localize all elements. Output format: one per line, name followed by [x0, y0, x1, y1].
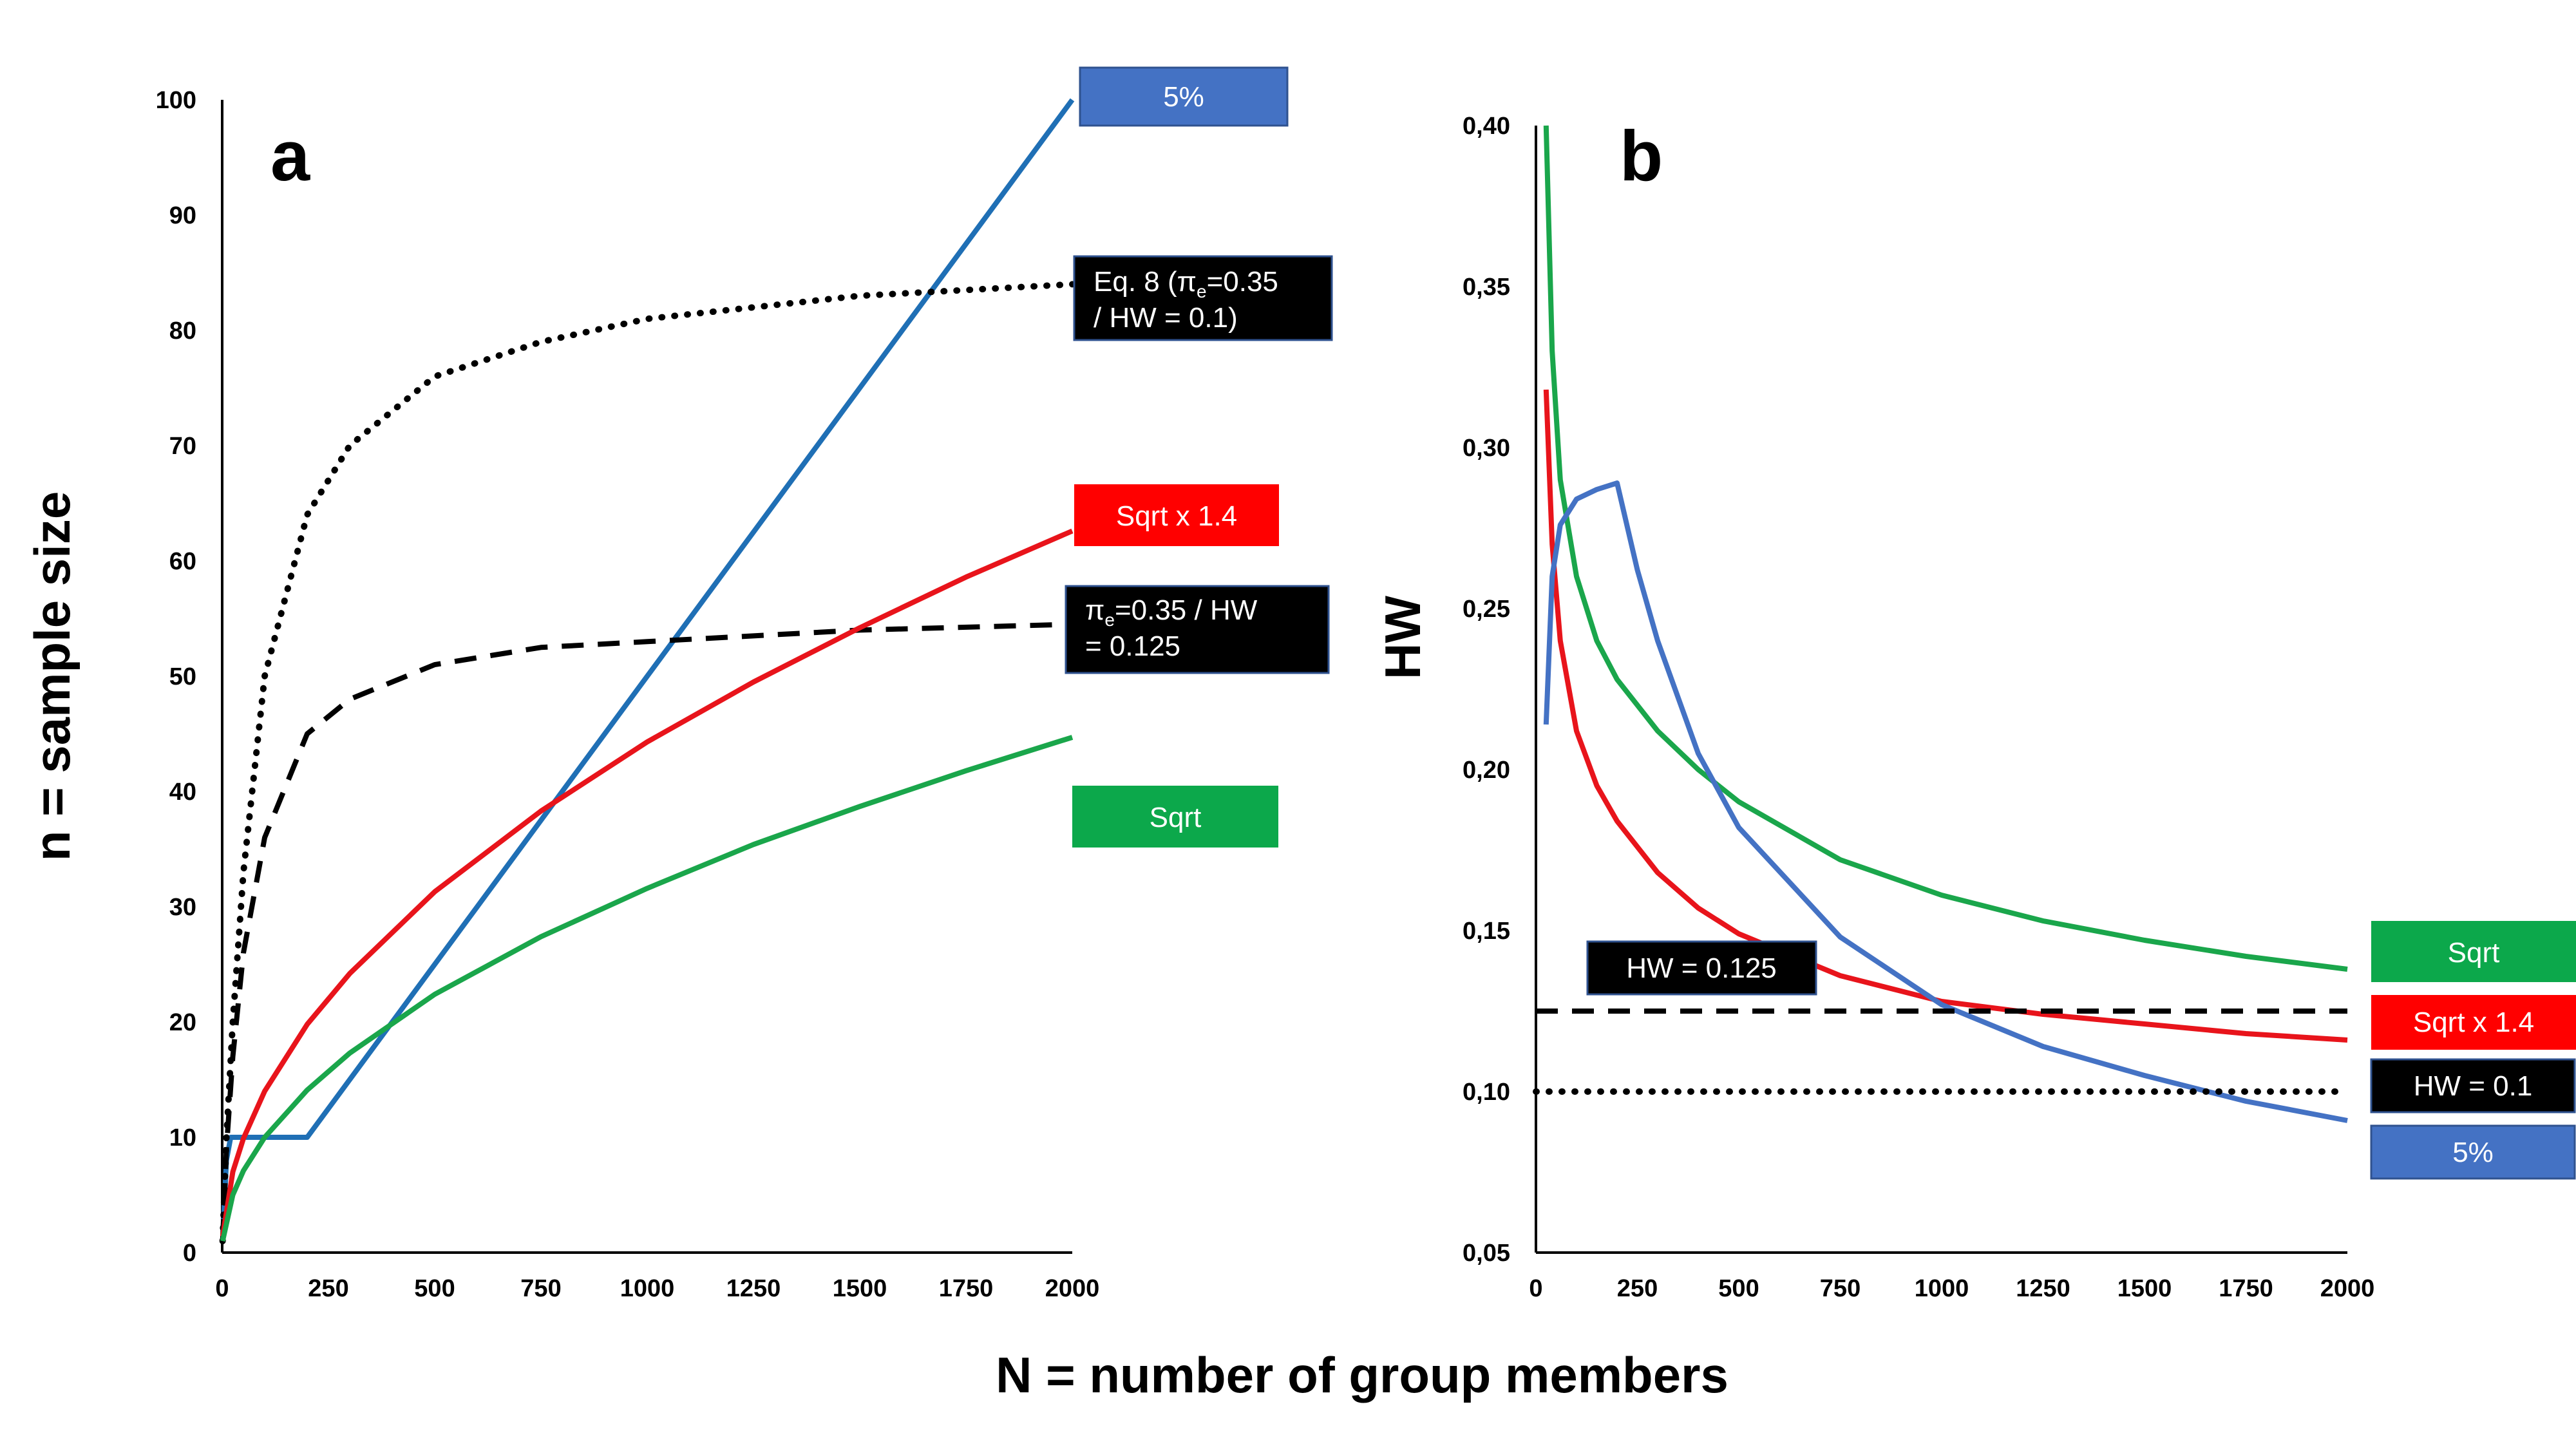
panel-a-x-tick-label: 0	[215, 1275, 229, 1302]
panel-a-y-tick-label: 100	[156, 87, 196, 114]
legend-box-sqrt14-a: Sqrt x 1.4	[1074, 484, 1279, 546]
legend-box-hw01: HW = 0.1	[2370, 1058, 2576, 1113]
panel-a-x-tick-label: 1750	[939, 1275, 994, 1302]
panel-a-series	[219, 98, 1075, 1245]
panel-b-y-tick-label: 0,10	[1463, 1079, 1510, 1106]
panel-a-x-tick-label: 750	[520, 1275, 561, 1302]
panel-a-series-5	[220, 98, 1075, 1242]
panel-b-x-ticks: 0 250 500 750 1000 1250 1500 1750 2000	[1529, 1275, 2374, 1302]
panel-b: 0,05 0,10 0,15 0,20 0,25 0,30 0,35 0,40 0 250 500…	[1374, 113, 2576, 1302]
panel-b-y-tick-label: 0,15	[1463, 918, 1510, 945]
panel-b-x-tick-label: 750	[1820, 1275, 1861, 1302]
panel-a-x-ticks: 0 250 500 750 1000 1250 1500 1750 2000	[215, 1275, 1099, 1302]
panel-b-series-sqrt	[1543, 125, 2348, 972]
panel-b-x-tick-label: 0	[1529, 1275, 1542, 1302]
panel-a: 0 10 20 30 40 50 60 70 80 90 100 0 250 500 750 1000 125…	[24, 66, 1333, 1302]
legend-label-pe-line2: = 0.125	[1085, 630, 1180, 662]
legend-label-sqrt-b: Sqrt	[2448, 937, 2500, 969]
legend-box-5pct-b: 5%	[2370, 1124, 2576, 1180]
panel-a-series-sqrt-x-1-4	[220, 528, 1074, 1237]
x-axis-title: N = number of group members	[996, 1347, 1728, 1403]
legend-label-5pct-b: 5%	[2452, 1137, 2494, 1168]
panel-b-series-5	[1543, 480, 2348, 1123]
panel-b-y-tick-label: 0,05	[1463, 1240, 1510, 1267]
legend-box-5pct-a: 5%	[1079, 66, 1289, 127]
legend-box-hw125: HW = 0.125	[1586, 940, 1817, 996]
panel-b-y-tick-label: 0,25	[1463, 596, 1510, 623]
legend-label-pe-line1: πe=0.35 / HW	[1085, 594, 1258, 630]
legend-label-sqrt14-b: Sqrt x 1.4	[2413, 1007, 2534, 1038]
panel-b-y-tick-label: 0,30	[1463, 435, 1510, 462]
legend-label-hw125: HW = 0.125	[1626, 952, 1777, 984]
panel-b-letter: b	[1620, 117, 1663, 196]
panel-a-y-tick-label: 50	[169, 663, 196, 690]
panel-b-x-tick-label: 2000	[2320, 1275, 2375, 1302]
panel-a-y-tick-label: 10	[169, 1124, 196, 1151]
panel-b-y-axis-title: HW	[1374, 596, 1431, 679]
panel-a-y-tick-label: 90	[169, 202, 196, 229]
panel-a-x-tick-label: 1250	[726, 1275, 781, 1302]
legend-label-sqrt14-a: Sqrt x 1.4	[1116, 500, 1237, 532]
panel-a-x-tick-label: 500	[414, 1275, 455, 1302]
panel-a-y-tick-label: 0	[183, 1240, 196, 1267]
panel-a-x-tick-label: 2000	[1045, 1275, 1100, 1302]
panel-a-series-eq-8-e-0-35-hw-0-1	[219, 281, 1075, 1245]
panel-b-x-tick-label: 1250	[2016, 1275, 2070, 1302]
panel-a-y-ticks: 0 10 20 30 40 50 60 70 80 90 100	[156, 87, 196, 1267]
legend-box-sqrt14-b: Sqrt x 1.4	[2371, 995, 2576, 1050]
panel-a-y-tick-label: 20	[169, 1009, 196, 1036]
panel-a-series-sqrt	[220, 735, 1074, 1242]
panel-b-series	[1533, 125, 2351, 1123]
panel-b-x-tick-label: 500	[1718, 1275, 1759, 1302]
panel-a-y-tick-label: 40	[169, 779, 196, 806]
legend-box-pe: πe=0.35 / HW = 0.125	[1065, 585, 1330, 674]
legend-label-eq8-line1: Eq. 8 (πe=0.35	[1094, 266, 1278, 301]
panel-a-y-axis-title: n = sample size	[24, 491, 80, 861]
legend-box-eq8: Eq. 8 (πe=0.35 / HW = 0.1)	[1073, 255, 1333, 341]
panel-a-y-tick-label: 60	[169, 548, 196, 575]
panel-a-series-e-0-35-hw-0-125	[220, 621, 1073, 1242]
panel-b-y-ticks: 0,05 0,10 0,15 0,20 0,25 0,30 0,35 0,40	[1463, 113, 1510, 1267]
panel-b-x-tick-label: 1000	[1915, 1275, 1969, 1302]
panel-b-x-tick-label: 250	[1617, 1275, 1658, 1302]
panel-a-letter: a	[270, 117, 310, 196]
panel-b-series-sqrt-x-1-4	[1543, 389, 2348, 1043]
panel-a-y-tick-label: 30	[169, 894, 196, 921]
panel-a-x-tick-label: 1500	[833, 1275, 887, 1302]
legend-box-sqrt-a: Sqrt	[1072, 786, 1278, 848]
panel-b-x-tick-label: 1500	[2117, 1275, 2172, 1302]
legend-label-5pct-a: 5%	[1163, 81, 1204, 113]
legend-label-hw01: HW = 0.1	[2414, 1070, 2533, 1102]
panel-a-y-tick-label: 80	[169, 317, 196, 345]
panel-a-x-tick-label: 1000	[620, 1275, 675, 1302]
legend-box-sqrt-b: Sqrt	[2371, 921, 2576, 982]
panel-b-y-tick-label: 0,35	[1463, 274, 1510, 301]
panel-b-x-tick-label: 1750	[2219, 1275, 2273, 1302]
panel-a-x-tick-label: 250	[308, 1275, 348, 1302]
legend-label-eq8-line2: / HW = 0.1)	[1094, 302, 1238, 334]
legend-label-sqrt-a: Sqrt	[1150, 802, 1202, 833]
panel-b-y-tick-label: 0,40	[1463, 113, 1510, 140]
panel-a-y-tick-label: 70	[169, 433, 196, 460]
panel-b-y-tick-label: 0,20	[1463, 757, 1510, 784]
